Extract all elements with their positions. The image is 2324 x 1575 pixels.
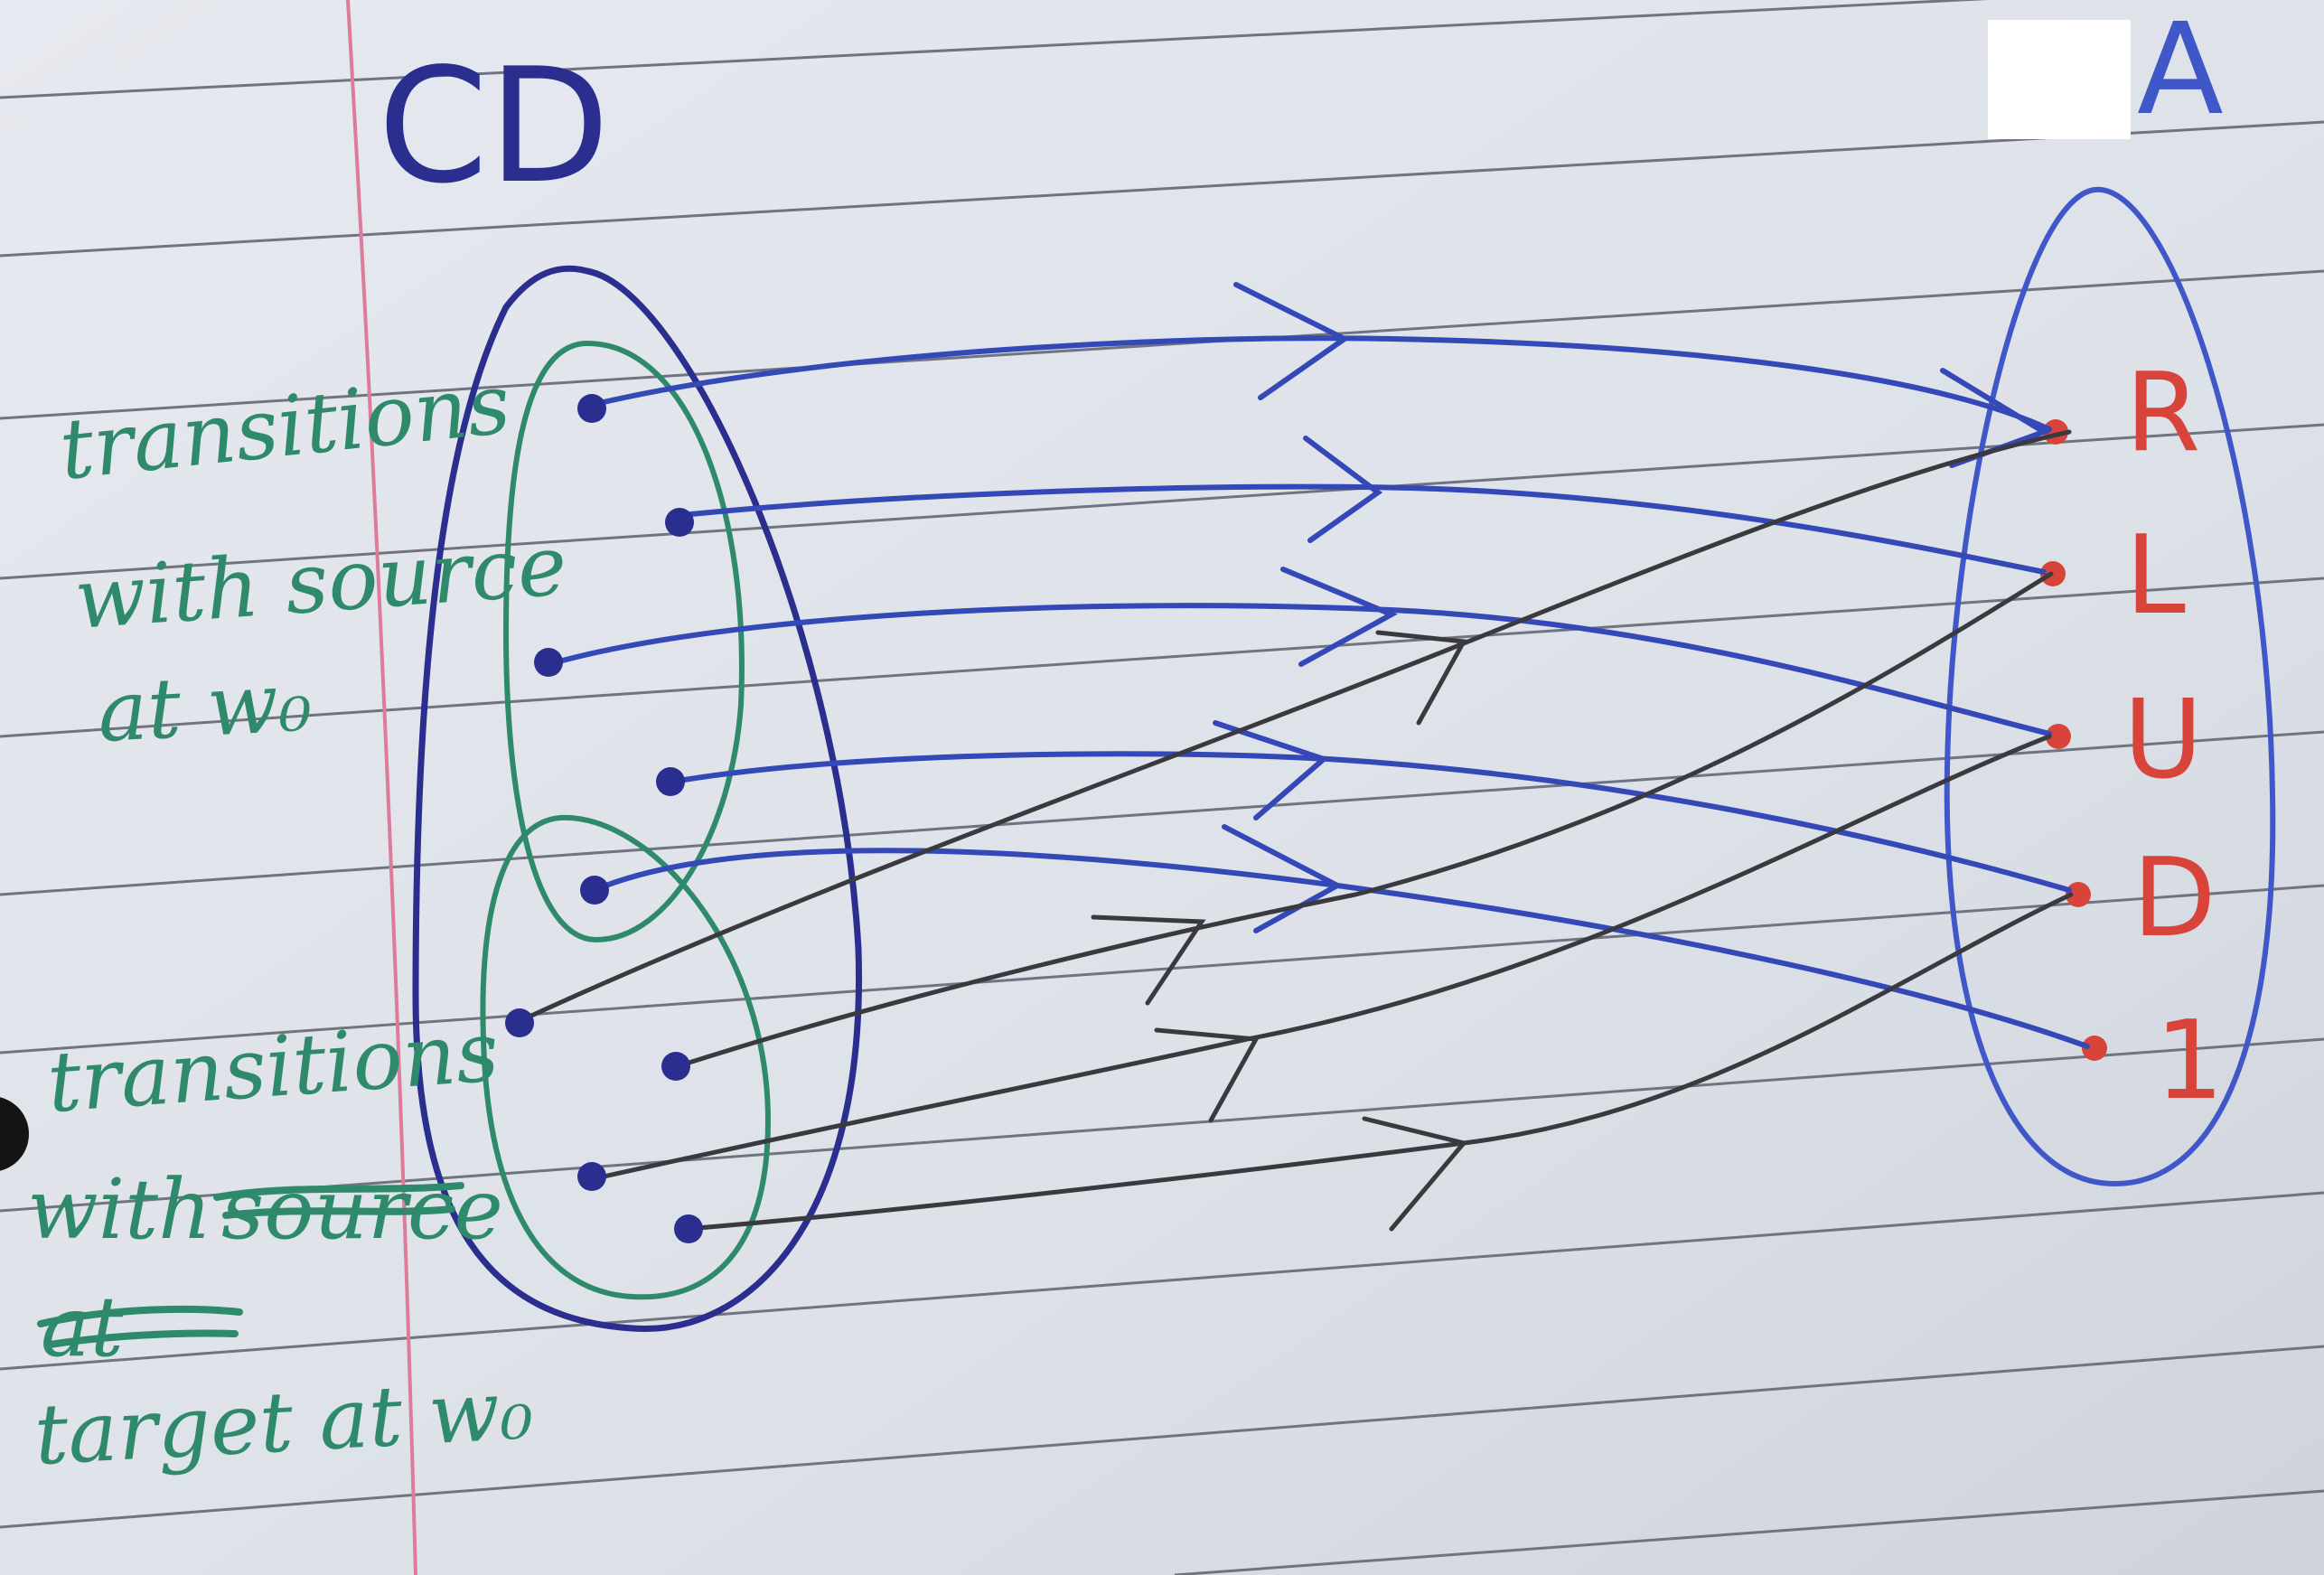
struck-word-at: at bbox=[41, 1279, 125, 1375]
cd-dot bbox=[661, 1052, 690, 1081]
redaction-box bbox=[1988, 20, 2131, 139]
cd-element-dots bbox=[505, 394, 703, 1243]
cd-dot bbox=[505, 1008, 534, 1037]
cd-dot bbox=[577, 1162, 606, 1191]
set-cd-label: CD bbox=[378, 35, 610, 219]
source-arrowhead-to-d bbox=[1213, 720, 1329, 820]
source-arrowhead-to-u bbox=[1280, 567, 1398, 667]
target-arrows bbox=[517, 429, 2074, 1232]
strike-throughs bbox=[37, 1182, 464, 1348]
target-caption-line-2: with bbox=[27, 1161, 211, 1258]
source-arrowhead-to-r bbox=[1233, 282, 1350, 400]
target-arrowhead-to-l bbox=[1091, 914, 1206, 1006]
cd-dot bbox=[577, 394, 606, 423]
target-arrow-to-l bbox=[675, 571, 2054, 1069]
ruled-line bbox=[1174, 1489, 2324, 1575]
element-dot-u bbox=[2046, 724, 2071, 749]
element-label-1: 1 bbox=[2155, 998, 2224, 1124]
source-arrowhead-to-l bbox=[1303, 436, 1383, 543]
ruled-line bbox=[0, 423, 2324, 580]
target-arrow-to-r bbox=[517, 429, 2072, 1024]
target-arrow-to-u bbox=[589, 734, 2052, 1182]
source-caption-line-3: at w₀ bbox=[96, 653, 314, 761]
element-dot-d bbox=[2066, 882, 2091, 907]
strike-at bbox=[37, 1305, 243, 1348]
strike-source bbox=[213, 1182, 464, 1219]
source-arrow-to-l bbox=[679, 483, 2047, 575]
source-arrow-to-r bbox=[589, 335, 2052, 432]
target-arrowhead-to-d bbox=[1362, 1116, 1468, 1232]
target-arrowhead-to-u bbox=[1154, 1027, 1260, 1123]
source-group-ellipse bbox=[502, 340, 745, 943]
element-label-u: U bbox=[2123, 678, 2203, 803]
cd-dot bbox=[656, 767, 685, 796]
source-arrow-to-d bbox=[670, 751, 2072, 893]
ruled-line bbox=[0, 730, 2324, 896]
element-label-d: D bbox=[2132, 836, 2216, 961]
ruled-line bbox=[0, 269, 2324, 420]
ruled-line bbox=[0, 1345, 2324, 1529]
element-dot-1 bbox=[2082, 1036, 2107, 1061]
binder-hole bbox=[0, 1097, 29, 1171]
ruled-line bbox=[0, 1191, 2324, 1371]
target-arrowhead-to-r bbox=[1375, 630, 1468, 726]
source-arrowhead-to-1 bbox=[1222, 824, 1344, 933]
cd-dot bbox=[534, 648, 563, 677]
cd-dot bbox=[674, 1214, 703, 1243]
element-label-r: R bbox=[2125, 351, 2200, 476]
set-cd-ellipse bbox=[412, 265, 863, 1333]
ruled-line bbox=[0, 577, 2324, 738]
target-group-caption: transitions with source at target at w₀ bbox=[27, 1003, 535, 1484]
ruled-line bbox=[0, 120, 2324, 258]
set-a-label: A bbox=[2137, 0, 2224, 144]
ruled-line bbox=[0, 1037, 2324, 1213]
set-a-ellipse bbox=[1944, 186, 2276, 1187]
source-arrows bbox=[547, 282, 2090, 1049]
margin-line bbox=[346, 0, 417, 1575]
ruled-line bbox=[0, 884, 2324, 1055]
cd-dot bbox=[580, 876, 609, 905]
element-label-l: L bbox=[2125, 513, 2186, 639]
cd-dot bbox=[665, 508, 694, 537]
ruled-line bbox=[0, 0, 1989, 99]
